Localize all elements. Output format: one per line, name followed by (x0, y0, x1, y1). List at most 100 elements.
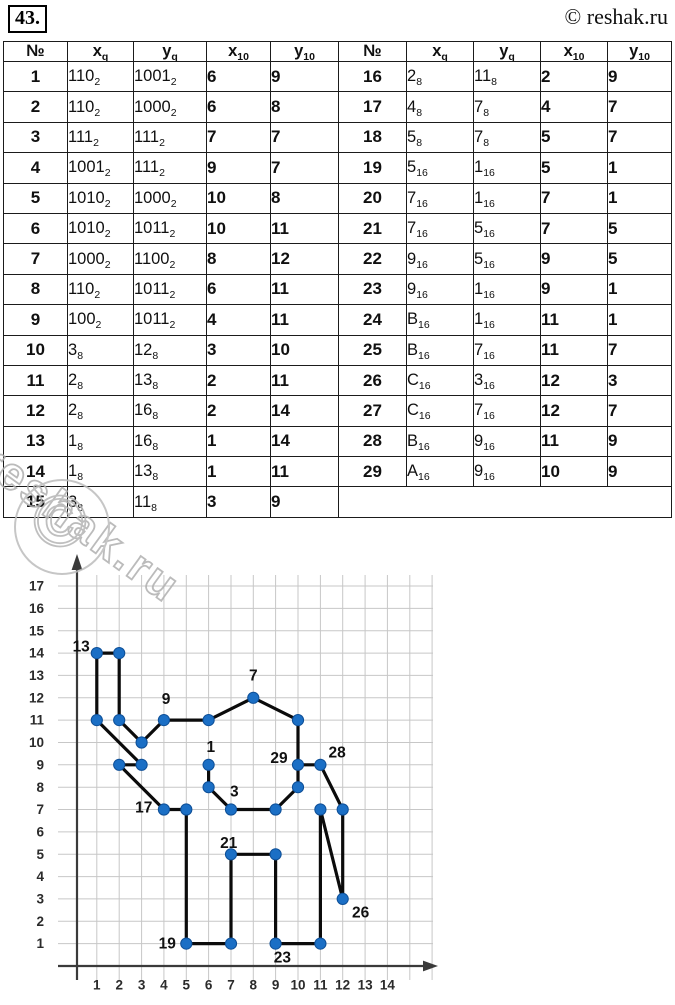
value-with-base-cell: 28 (67, 364, 134, 397)
x-tick-label: 7 (227, 978, 235, 993)
data-point (291, 758, 305, 771)
point-number-cell: 23 (338, 273, 407, 306)
x-tick-label: 2 (115, 978, 123, 993)
figure-polyline (95, 651, 345, 946)
decimal-value-cell: 11 (270, 456, 339, 488)
decimal-value-cell: 14 (270, 425, 339, 458)
value-with-base-cell: 78 (473, 121, 541, 154)
data-point (90, 714, 103, 727)
column-header: xq (406, 41, 474, 62)
decimal-value-cell: 1 (607, 304, 672, 336)
data-point (336, 892, 349, 905)
point-number-cell: 8 (3, 273, 68, 306)
decimal-value-cell: 10 (206, 212, 271, 245)
decimal-value-cell: 2 (206, 364, 271, 397)
table-header: № xq yq x10 y10 № xq yq x10 y10 (3, 41, 672, 62)
column-header: x10 (206, 41, 271, 62)
decimal-value-cell: 8 (270, 91, 339, 123)
value-with-base-cell: 10112 (133, 273, 207, 306)
point-number-label: 17 (135, 799, 152, 816)
x-tick-label: 12 (335, 978, 350, 993)
table-row: 11 28 138 2 11 26 C16 316 12 3 (3, 364, 672, 397)
value-with-base-cell: 38 (67, 486, 134, 518)
site-credit: © reshak.ru (564, 4, 668, 29)
point-number-cell: 5 (3, 182, 68, 214)
point-number-cell: 18 (338, 121, 407, 154)
column-header: № (3, 41, 68, 62)
value-with-base-cell: 516 (473, 243, 541, 275)
decimal-value-cell: 3 (206, 486, 271, 518)
data-point (180, 937, 193, 950)
decimal-value-cell: 6 (206, 91, 271, 123)
point-number-cell: 29 (338, 456, 407, 488)
x-tick-label: 6 (205, 978, 213, 993)
value-with-base-cell: 10102 (67, 182, 134, 214)
table-row: 12 28 168 2 14 27 C16 716 12 7 (3, 395, 672, 427)
data-point (157, 714, 170, 727)
decimal-value-cell: 14 (270, 395, 339, 427)
y-tick-label: 2 (36, 914, 44, 929)
data-point (224, 803, 238, 816)
point-number-cell: 13 (3, 425, 68, 458)
value-with-base-cell: 118 (473, 60, 541, 93)
data-point (202, 714, 215, 727)
table-row: 4 10012 1112 9 7 19 516 116 5 1 (3, 152, 672, 184)
decimal-value-cell: 5 (607, 212, 672, 245)
value-with-base-cell: C16 (406, 395, 474, 427)
point-number-cell: 14 (3, 456, 68, 488)
value-with-base-cell: 168 (133, 425, 207, 458)
value-with-base-cell: 916 (406, 273, 474, 306)
y-tick-label: 3 (36, 892, 44, 907)
decimal-value-cell: 9 (206, 152, 271, 184)
value-with-base-cell: 118 (133, 486, 207, 518)
column-header: № (338, 41, 407, 62)
value-with-base-cell: 138 (133, 456, 207, 488)
point-number-label: 28 (328, 745, 346, 762)
value-with-base-cell: 316 (473, 364, 541, 397)
decimal-value-cell: 9 (270, 60, 339, 93)
value-with-base-cell: 58 (406, 121, 474, 154)
y-tick-label: 17 (29, 579, 44, 594)
x-axis-arrow-icon (423, 960, 438, 972)
decimal-value-cell: 6 (206, 60, 271, 93)
decimal-value-cell: 11 (540, 425, 608, 458)
point-number-cell: 1 (3, 60, 68, 93)
value-with-base-cell: 10112 (133, 212, 207, 245)
value-with-base-cell: 38 (67, 334, 134, 366)
point-number-cell: 9 (3, 304, 68, 336)
value-with-base-cell: 116 (473, 182, 541, 214)
decimal-value-cell: 6 (206, 273, 271, 306)
data-point (247, 691, 260, 704)
value-with-base-cell: C16 (406, 364, 474, 397)
value-with-base-cell: 10012 (67, 152, 134, 184)
table-row: 8 1102 10112 6 11 23 916 116 9 1 (3, 273, 672, 306)
value-with-base-cell: 716 (473, 395, 541, 427)
value-with-base-cell: B16 (406, 425, 474, 458)
value-with-base-cell: 116 (473, 304, 541, 336)
value-with-base-cell: 716 (406, 182, 474, 214)
value-with-base-cell: 10012 (133, 60, 207, 93)
x-tick-label: 8 (250, 978, 258, 993)
decimal-value-cell: 5 (540, 121, 608, 154)
header-row: № xq yq x10 y10 № xq yq x10 y10 (3, 41, 672, 62)
decimal-value-cell: 1 (206, 456, 271, 488)
point-number-label: 1 (206, 739, 215, 756)
x-tick-label: 5 (183, 978, 191, 993)
decimal-value-cell: 4 (540, 91, 608, 123)
point-number-cell: 2 (3, 91, 68, 123)
x-tick-label: 10 (290, 978, 305, 993)
decimal-value-cell: 8 (270, 182, 339, 214)
y-tick-label: 8 (36, 780, 44, 795)
point-number-cell: 28 (338, 425, 407, 458)
data-point (291, 781, 305, 794)
decimal-value-cell: 7 (607, 334, 672, 366)
column-header: y10 (607, 41, 672, 62)
value-with-base-cell: 716 (473, 334, 541, 366)
value-with-base-cell: 516 (406, 152, 474, 184)
value-with-base-cell: 28 (67, 395, 134, 427)
decimal-value-cell: 10 (270, 334, 339, 366)
point-number-label: 9 (162, 691, 171, 708)
value-with-base-cell: 516 (473, 212, 541, 245)
